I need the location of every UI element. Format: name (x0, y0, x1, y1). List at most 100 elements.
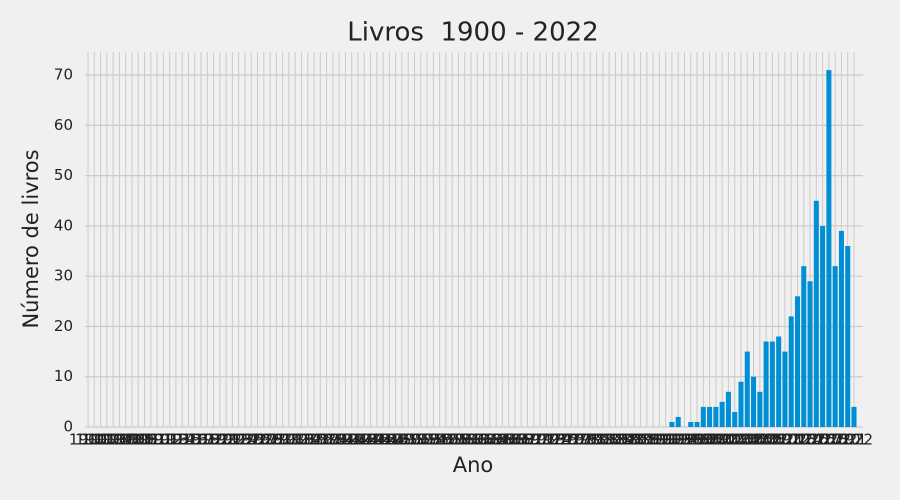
y-tick-label: 0 (63, 418, 73, 436)
bar (732, 411, 738, 427)
x-tick-label: 1912 (144, 431, 182, 449)
bar (719, 401, 725, 427)
x-tick-label: 1908 (119, 431, 157, 449)
x-tick-label: 1959 (439, 431, 477, 449)
x-tick-label: 1955 (414, 431, 452, 449)
x-tick-label: 1965 (477, 431, 515, 449)
x-tick-label: 1932 (270, 431, 308, 449)
x-tick-label: 1983 (590, 431, 628, 449)
x-tick-label: 1937 (301, 431, 339, 449)
x-tick-label: 1943 (339, 431, 377, 449)
x-tick-label: 1946 (358, 431, 396, 449)
x-tick-label: 1956 (421, 431, 459, 449)
x-tick-label: 1924 (220, 431, 258, 449)
bar (845, 246, 851, 427)
y-axis-label: Número de livros (19, 149, 43, 328)
x-tick-label: 1910 (132, 431, 170, 449)
x-tick-label: 1950 (383, 431, 421, 449)
x-tick-label: 1986 (609, 431, 647, 449)
x-tick-label: 1929 (251, 431, 289, 449)
x-tick-label: 1945 (351, 431, 389, 449)
bar (688, 421, 694, 427)
x-tick-label: 1976 (546, 431, 584, 449)
bar (782, 351, 788, 427)
x-tick-label: 2012 (772, 431, 810, 449)
y-tick-label: 70 (54, 66, 73, 84)
x-tick-label: 1978 (559, 431, 597, 449)
x-tick-label: 1911 (138, 431, 176, 449)
bar (807, 281, 813, 427)
bar (757, 391, 763, 427)
x-tick-label: 1925 (226, 431, 264, 449)
x-tick-label: 1993 (653, 431, 691, 449)
x-axis-label: Ano (453, 453, 494, 477)
bar (751, 376, 757, 427)
x-tick-label: 1918 (182, 431, 220, 449)
x-tick-label: 1989 (628, 431, 666, 449)
x-tick-label: 1948 (370, 431, 408, 449)
x-tick-label: 1998 (684, 431, 722, 449)
bar (832, 266, 838, 427)
x-tick-label: 1941 (326, 431, 364, 449)
x-tick-label: 1975 (540, 431, 578, 449)
bar (788, 316, 794, 427)
bar (707, 406, 713, 427)
x-tick-label: 2016 (797, 431, 835, 449)
x-tick-label: 1988 (621, 431, 659, 449)
bar (738, 381, 744, 427)
x-tick-label: 1949 (377, 431, 415, 449)
x-tick-label: 1923 (213, 431, 251, 449)
x-tick-label: 2018 (810, 431, 848, 449)
bar (813, 200, 819, 427)
x-tick-label: 1926 (232, 431, 270, 449)
bar (801, 266, 807, 427)
x-tick-label: 1930 (257, 431, 295, 449)
x-tick-label: 1953 (402, 431, 440, 449)
x-tick-label: 1987 (615, 431, 653, 449)
x-tick-label: 1915 (163, 431, 201, 449)
x-tick-label: 1964 (471, 431, 509, 449)
x-tick-label: 1938 (307, 431, 345, 449)
x-tick-label: 1904 (94, 431, 132, 449)
x-tick-label: 1901 (75, 431, 113, 449)
x-tick-label: 1960 (446, 431, 484, 449)
bar (851, 406, 857, 427)
x-tick-label: 1942 (333, 431, 371, 449)
bar (820, 225, 826, 427)
x-tick-label: 1977 (552, 431, 590, 449)
bar (763, 341, 769, 427)
x-tick-label: 2020 (822, 431, 860, 449)
x-tick-label: 1968 (496, 431, 534, 449)
x-tick-label: 1991 (640, 431, 678, 449)
x-tick-label: 1947 (364, 431, 402, 449)
x-tick-label: 1984 (596, 431, 634, 449)
chart-title: Livros 1900 - 2022 (347, 18, 598, 48)
x-tick-label: 1972 (521, 431, 559, 449)
bar (675, 416, 681, 427)
bar (826, 70, 832, 428)
x-tick-label: 1917 (176, 431, 214, 449)
x-tick-label: 1935 (289, 431, 327, 449)
bar (776, 336, 782, 427)
bar (794, 296, 801, 427)
bar (725, 391, 731, 427)
x-tick-label: 2013 (778, 431, 816, 449)
x-tick-label: 1900 (69, 431, 107, 449)
bar (838, 230, 844, 427)
x-tick-label: 1979 (565, 431, 603, 449)
x-tick-label: 1936 (295, 431, 333, 449)
x-tick-label: 2005 (728, 431, 766, 449)
x-tick-label: 1916 (169, 431, 207, 449)
x-tick-label: 1933 (276, 431, 314, 449)
x-tick-label: 1909 (125, 431, 163, 449)
x-tick-label: 1969 (502, 431, 540, 449)
x-tick-label: 1944 (345, 431, 383, 449)
x-tick-label: 2009 (753, 431, 791, 449)
x-tick-label: 1939 (314, 431, 352, 449)
bar (713, 406, 719, 427)
x-tick-label: 1997 (678, 431, 716, 449)
x-tick-label: 1967 (490, 431, 528, 449)
x-tick-label: 1963 (464, 431, 502, 449)
x-tick-label: 1974 (534, 431, 572, 449)
